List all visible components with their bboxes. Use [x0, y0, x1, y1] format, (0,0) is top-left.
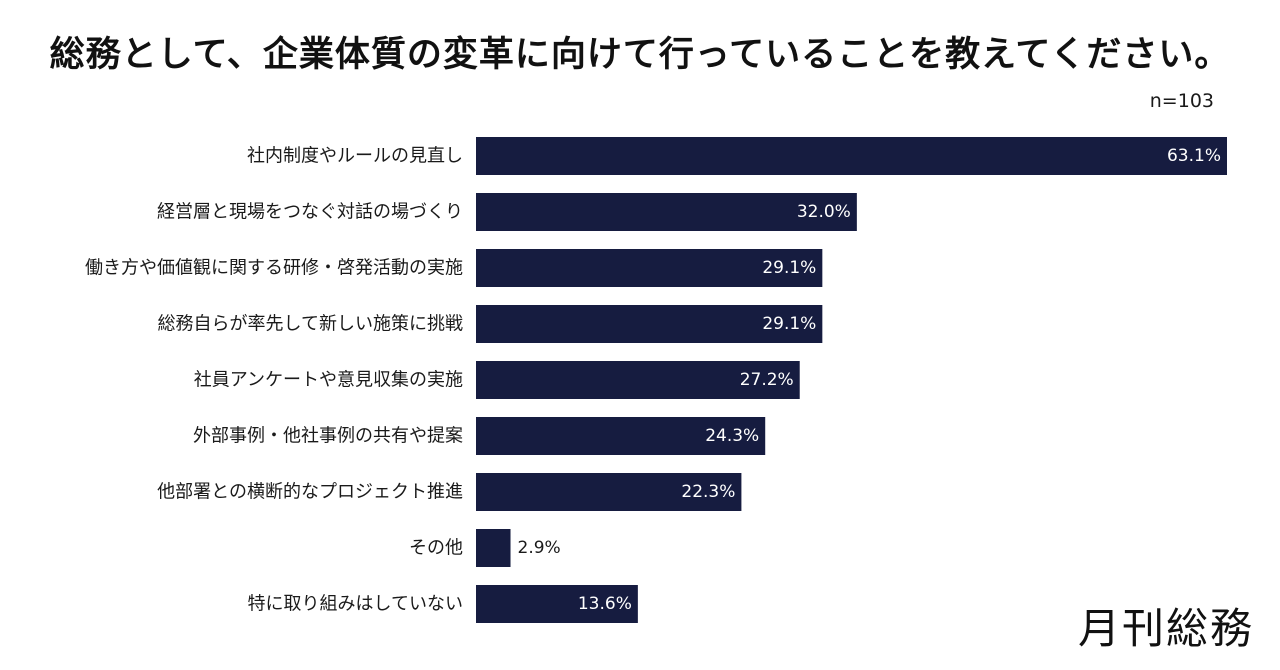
category-label: 社内制度やルールの見直し: [247, 146, 463, 167]
value-label: 32.0%: [797, 202, 851, 222]
sample-size: n=103: [1149, 90, 1214, 112]
category-label: 外部事例・他社事例の共有や提案: [193, 426, 463, 447]
value-label: 63.1%: [1167, 146, 1221, 166]
bar: [476, 137, 1227, 175]
category-label: 働き方や価値観に関する研修・啓発活動の実施: [85, 258, 463, 279]
bar: [476, 585, 638, 623]
bar: [476, 473, 742, 511]
category-label: 経営層と現場をつなぐ対話の場づくり: [157, 202, 463, 223]
value-label: 13.6%: [578, 594, 632, 614]
value-label: 2.9%: [518, 538, 561, 558]
category-label: その他: [409, 538, 463, 559]
bar: [476, 529, 511, 567]
brand-logo: 月刊総務: [1077, 604, 1254, 653]
category-label: 特に取り組みはしていない: [248, 594, 463, 615]
value-label: 27.2%: [740, 370, 794, 390]
value-label: 22.3%: [681, 482, 735, 502]
category-label: 他部署との横断的なプロジェクト推進: [157, 482, 463, 503]
category-label: 総務自らが率先して新しい施策に挑戦: [158, 314, 463, 335]
bar: [476, 305, 823, 343]
value-label: 29.1%: [762, 314, 816, 334]
bar: [476, 249, 823, 287]
category-label: 社員アンケートや意見収集の実施: [194, 370, 463, 391]
value-label: 29.1%: [762, 258, 816, 278]
bar: [476, 361, 800, 399]
bar: [476, 193, 857, 231]
value-label: 24.3%: [705, 426, 759, 446]
chart-title: 総務として、企業体質の変革に向けて行っていることを教えてください。: [49, 35, 1231, 75]
bar: [476, 417, 766, 455]
